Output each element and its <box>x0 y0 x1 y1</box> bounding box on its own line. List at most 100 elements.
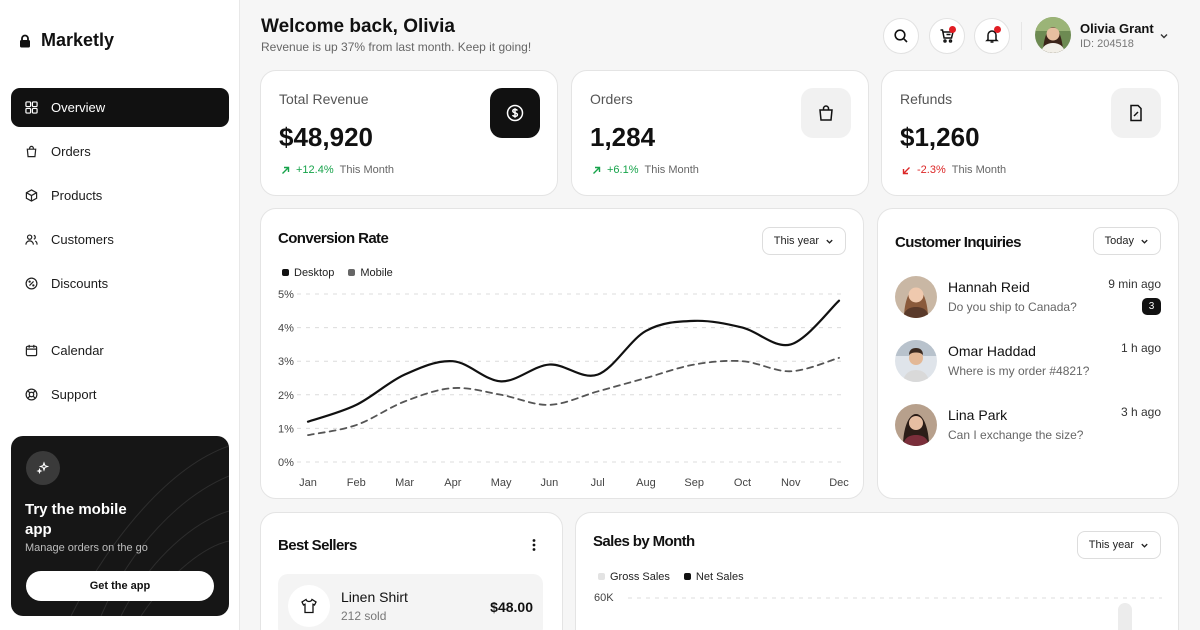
sidebar-item-support[interactable]: Support <box>11 375 229 414</box>
stat-value: $48,920 <box>279 122 373 152</box>
sidebar-item-label: Products <box>51 188 103 203</box>
user-name: Olivia Grant <box>1080 21 1154 36</box>
sidebar-item-calendar[interactable]: Calendar <box>11 331 229 370</box>
dropdown-value: This year <box>1088 539 1134 551</box>
card-title: Best Sellers <box>278 537 357 554</box>
receipt-icon <box>1130 104 1142 122</box>
customer-name: Omar Haddad <box>948 343 1036 359</box>
conversion-rate-card: Conversion Rate This year Desktop Mobile… <box>260 208 864 499</box>
stat-icon-box <box>1111 88 1161 138</box>
series-line-desktop <box>306 299 841 423</box>
legend-item-desktop: Desktop <box>282 267 334 279</box>
chevron-down-icon <box>1141 543 1148 548</box>
stat-card-revenue: Total Revenue $48,920 +12.4% This Month <box>260 70 558 196</box>
product-thumbnail <box>288 585 330 627</box>
x-axis-tick-label: Dec <box>829 477 849 489</box>
sidebar-item-label: Discounts <box>51 276 109 291</box>
stat-icon-box <box>801 88 851 138</box>
inquiry-item[interactable]: Lina Park Can I exchange the size? 3 h a… <box>895 404 1161 448</box>
bag-icon <box>819 105 833 121</box>
stat-value: $1,260 <box>900 122 980 152</box>
gross-sales-bar <box>1118 603 1132 630</box>
customer-name: Lina Park <box>948 407 1008 423</box>
x-axis-tick-label: May <box>491 477 512 489</box>
brand-name: Marketly <box>41 30 115 50</box>
stat-change-value: -2.3% <box>917 164 946 176</box>
cart-button[interactable] <box>929 18 965 54</box>
sidebar-item-discounts[interactable]: Discounts <box>11 264 229 303</box>
search-button[interactable] <box>883 18 919 54</box>
product-sold: 212 sold <box>341 609 387 623</box>
product-price: $48.00 <box>490 599 533 615</box>
get-app-button[interactable]: Get the app <box>26 571 214 601</box>
more-vertical-icon[interactable] <box>532 538 536 552</box>
inquiry-item[interactable]: Hannah Reid Do you ship to Canada? 9 min… <box>895 276 1161 320</box>
stat-period: This Month <box>951 164 1007 176</box>
grid-icon <box>25 101 38 114</box>
sidebar-item-label: Calendar <box>51 343 104 358</box>
period-dropdown[interactable]: This year <box>761 227 846 255</box>
chevron-down-icon[interactable] <box>1159 31 1169 41</box>
inquiry-item[interactable]: Omar Haddad Where is my order #4821? 1 h… <box>895 340 1161 384</box>
stat-change-value: +12.4% <box>296 164 334 176</box>
sidebar-item-products[interactable]: Products <box>11 176 229 215</box>
sidebar-item-customers[interactable]: Customers <box>11 220 229 259</box>
stat-label: Orders <box>590 91 633 107</box>
y-axis-tick-label: 2% <box>278 390 294 402</box>
stat-label: Refunds <box>900 91 953 107</box>
stat-change: +6.1% This Month <box>592 164 699 176</box>
user-avatar[interactable] <box>1035 17 1071 53</box>
customer-name: Hannah Reid <box>948 279 1030 295</box>
inquiry-time: 1 h ago <box>1120 341 1161 355</box>
legend-item-net-sales: Net Sales <box>683 571 744 583</box>
period-dropdown[interactable]: Today <box>1092 227 1161 255</box>
sparkle-icon <box>26 451 60 485</box>
bag-icon <box>26 145 37 158</box>
sales-by-month-card: Sales by Month This year Gross Sales Net… <box>575 512 1179 630</box>
stat-label: Total Revenue <box>279 91 369 107</box>
y-axis-tick-label: 0% <box>278 457 294 469</box>
page-title: Welcome back, Olivia <box>261 16 455 37</box>
sidebar-item-overview[interactable]: Overview <box>11 88 229 127</box>
stat-change: +12.4% This Month <box>281 164 394 176</box>
best-seller-item[interactable]: Linen Shirt 212 sold $48.00 <box>278 574 543 630</box>
page-subtitle: Revenue is up 37% from last month. Keep … <box>261 40 532 54</box>
brand-logo[interactable]: Marketly <box>18 30 114 51</box>
chevron-down-icon <box>1141 239 1148 244</box>
sidebar-item-label: Overview <box>51 100 106 115</box>
users-icon <box>25 234 38 245</box>
product-name: Linen Shirt <box>341 589 408 605</box>
notifications-button[interactable] <box>974 18 1010 54</box>
best-sellers-card: Best Sellers Linen Shirt 212 sold $48.00 <box>260 512 563 630</box>
legend-item-mobile: Mobile <box>348 267 393 279</box>
search-icon <box>894 29 908 43</box>
y-axis-tick-label: 1% <box>278 423 294 435</box>
sidebar-item-orders[interactable]: Orders <box>11 132 229 171</box>
stat-period: This Month <box>339 164 395 176</box>
dropdown-value: This year <box>773 235 819 247</box>
box-icon <box>25 189 38 202</box>
x-axis-tick-label: Apr <box>444 477 461 489</box>
period-dropdown[interactable]: This year <box>1076 531 1161 559</box>
legend-item-gross-sales: Gross Sales <box>598 571 670 583</box>
dollar-icon <box>506 104 524 122</box>
inquiry-time: 9 min ago <box>1108 277 1161 291</box>
stat-value: 1,284 <box>590 122 656 152</box>
inquiry-message: Do you ship to Canada? <box>948 300 1077 314</box>
lifebuoy-icon <box>25 388 38 401</box>
series-line-mobile <box>307 356 840 437</box>
calendar-icon <box>25 344 38 357</box>
notification-dot <box>994 26 1001 33</box>
y-axis-tick-label: 3% <box>278 356 294 368</box>
promo-subtitle: Manage orders on the go <box>25 542 148 554</box>
y-axis-tick-label: 4% <box>278 323 294 335</box>
stat-change: -2.3% This Month <box>902 164 1006 176</box>
card-title: Customer Inquiries <box>895 234 1022 251</box>
unread-count-badge: 3 <box>1142 298 1161 315</box>
x-axis-tick-label: Mar <box>395 477 414 489</box>
chevron-down-icon <box>826 239 833 244</box>
x-axis-tick-label: Jan <box>299 477 317 489</box>
y-axis-tick-label: 5% <box>278 289 294 301</box>
x-axis-tick-label: Oct <box>734 477 751 489</box>
card-title: Conversion Rate <box>278 230 389 247</box>
